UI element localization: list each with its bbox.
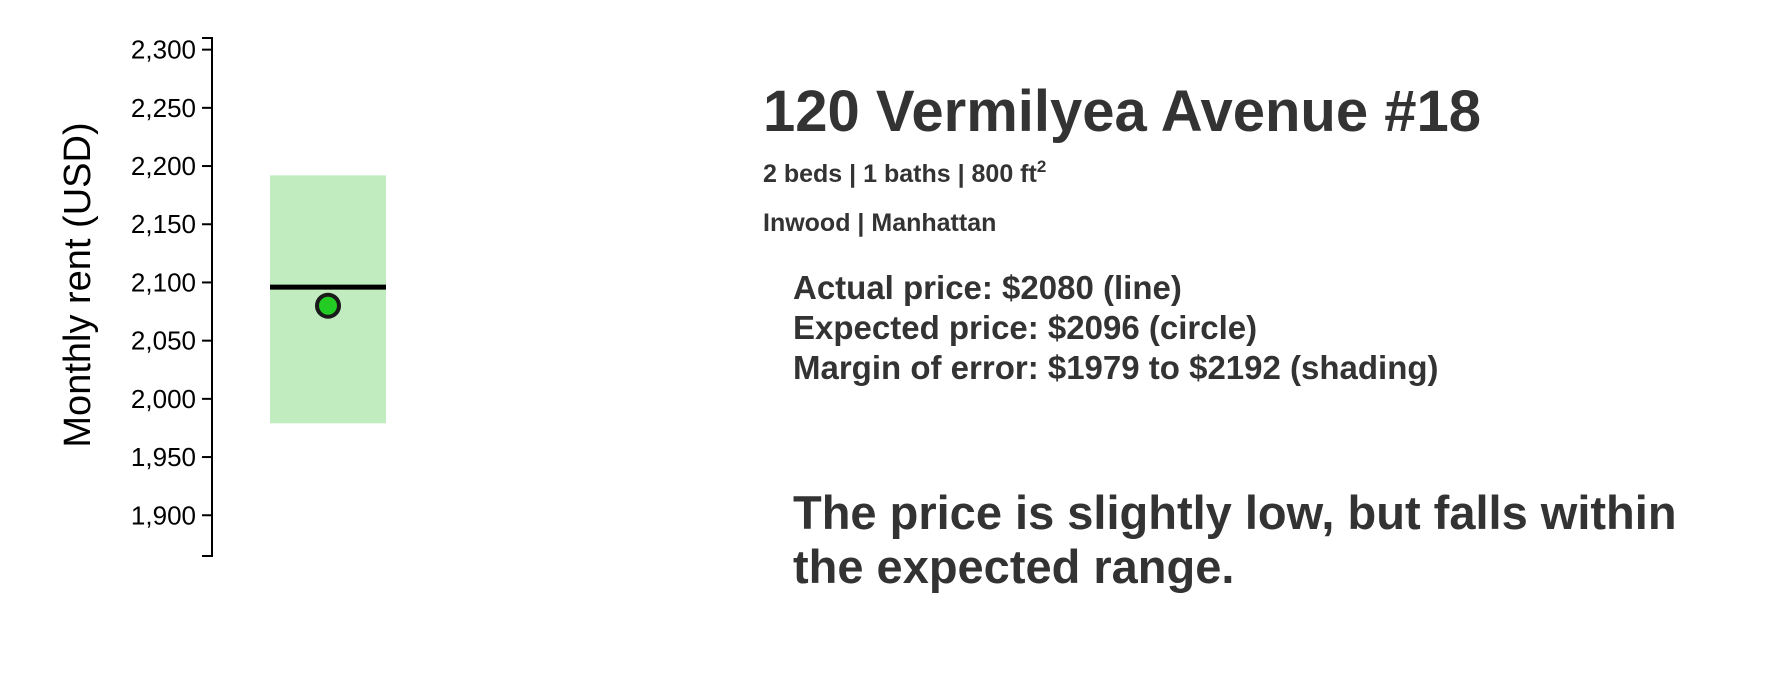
borough: Manhattan — [871, 209, 997, 237]
y-axis-tick-label: 2,000 — [131, 384, 196, 414]
y-axis-tick-label: 2,150 — [131, 209, 196, 239]
beds-count: 2 beds — [763, 160, 843, 188]
listing-address: 120 Vermilyea Avenue #18 — [763, 79, 1481, 144]
price-summary: Actual price: $2080 (line) Expected pric… — [793, 268, 1763, 388]
y-axis-title: Monthly rent (USD) — [57, 122, 99, 447]
listing-specs: 2 beds | 1 baths | 800 ft2 — [763, 157, 1763, 189]
specs-separator: | — [950, 160, 972, 188]
listing-info: 120 Vermilyea Avenue #18 2 beds | 1 bath… — [763, 78, 1763, 594]
neighborhood: Inwood — [763, 209, 851, 237]
margin-of-error: Margin of error: $1979 to $2192 (shading… — [793, 349, 1439, 386]
y-axis-tick-label: 1,900 — [131, 500, 196, 530]
y-axis-line — [202, 37, 213, 557]
y-axis-tick-label: 2,200 — [131, 151, 196, 181]
location-separator: | — [850, 209, 872, 237]
area-unit-superscript: 2 — [1036, 157, 1047, 176]
y-axis: 1,900 1,950 2,000 2,050 2,100 2,150 2,200 2,250… — [131, 35, 213, 557]
expected-price: Expected price: $2096 (circle) — [793, 309, 1258, 346]
baths-count: 1 baths — [863, 160, 951, 188]
y-axis-tick-label: 1,950 — [131, 442, 196, 472]
listing-location: Inwood | Manhattan — [763, 209, 1763, 238]
price-verdict: The price is slightly low, but falls wit… — [793, 486, 1677, 593]
y-axis-tick-label: 2,050 — [131, 326, 196, 356]
y-axis-tick-label: 2,100 — [131, 267, 196, 297]
y-axis-tick-label: 2,250 — [131, 93, 196, 123]
specs-separator: | — [842, 160, 864, 188]
y-axis-tick-label: 2,300 — [131, 35, 196, 65]
rent-chart: 1,900 1,950 2,000 2,050 2,100 2,150 2,200 2,250… — [57, 35, 386, 557]
area-value: 800 ft — [971, 160, 1037, 188]
actual-price: Actual price: $2080 (line) — [793, 269, 1182, 306]
price-circle — [315, 292, 341, 319]
